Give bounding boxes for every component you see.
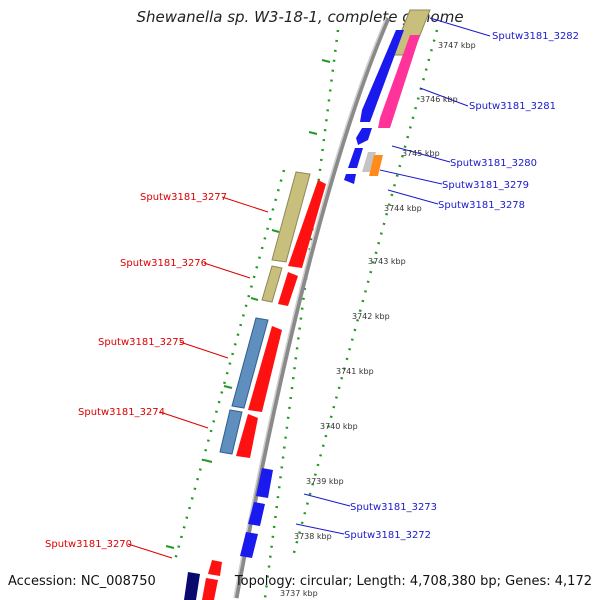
- gene-3274-red: [236, 414, 258, 458]
- gene-3278-blue-arrow: [344, 174, 356, 184]
- gene-3274-steel: [219, 409, 243, 455]
- gene-label-3272: Sputw3181_3272: [344, 530, 431, 541]
- gene-3270-navy: [184, 572, 200, 600]
- gene-label-3276: Sputw3181_3276: [120, 258, 207, 269]
- gene-label-3280: Sputw3181_3280: [450, 158, 537, 169]
- gene-3270-red-b: [202, 578, 218, 600]
- gene-label-3282: Sputw3181_3282: [492, 31, 579, 42]
- gene-3276-red: [278, 272, 298, 306]
- gene-3272-blue: [240, 532, 258, 558]
- gene-3273-blue-b: [248, 502, 265, 526]
- gene-label-3270: Sputw3181_3270: [45, 539, 132, 550]
- backbone-highlight: [233, 17, 387, 599]
- gene-label-3273: Sputw3181_3273: [350, 502, 437, 513]
- tick-3737: 3737 kbp: [280, 589, 318, 598]
- gene-3279-orange: [369, 155, 383, 176]
- gene-label-3281: Sputw3181_3281: [469, 101, 556, 112]
- tick-3742: 3742 kbp: [352, 312, 390, 321]
- gene-small-blue-2: [348, 148, 363, 168]
- tick-3746: 3746 kbp: [420, 95, 458, 104]
- gene-3282-blue: [360, 30, 404, 122]
- gene-label-3277: Sputw3181_3277: [140, 192, 227, 203]
- gene-3281-magenta: [378, 35, 420, 128]
- gene-3280-lightgray: [362, 152, 376, 172]
- gene-3275-red: [248, 326, 282, 412]
- gene-3276-khaki: [261, 265, 283, 303]
- gene-3277-khaki: [271, 171, 311, 263]
- tick-3743: 3743 kbp: [368, 257, 406, 266]
- gene-3277-red: [288, 180, 326, 268]
- tick-3740: 3740 kbp: [320, 422, 358, 431]
- accession-text: Accession: NC_008750: [8, 574, 156, 589]
- outer-dotted-ring: [263, 29, 340, 599]
- tick-3745: 3745 kbp: [402, 149, 440, 158]
- tick-3747: 3747 kbp: [438, 41, 476, 50]
- backbone-line: [233, 17, 391, 599]
- topology-text: Topology: circular; Length: 4,708,380 bp…: [234, 574, 592, 589]
- gene-label-3275: Sputw3181_3275: [98, 337, 185, 348]
- gene-3270-red: [208, 560, 222, 576]
- gene-small-blue-1: [356, 128, 372, 145]
- tick-3739: 3739 kbp: [306, 477, 344, 486]
- map-title: Shewanella sp. W3-18-1, complete genome: [136, 8, 464, 26]
- green-tick-marks: [165, 59, 331, 549]
- gene-label-3279: Sputw3181_3279: [442, 180, 529, 191]
- gene-label-3274: Sputw3181_3274: [78, 407, 165, 418]
- gene-label-3278: Sputw3181_3278: [438, 200, 525, 211]
- inner-dotted-ring: [290, 29, 439, 561]
- tick-3741: 3741 kbp: [336, 367, 374, 376]
- tick-3744: 3744 kbp: [384, 204, 422, 213]
- callout-lines: [127, 17, 491, 559]
- gene-3275-steel: [231, 317, 269, 409]
- tick-3738: 3738 kbp: [294, 532, 332, 541]
- gene-3273-blue-a: [256, 468, 273, 498]
